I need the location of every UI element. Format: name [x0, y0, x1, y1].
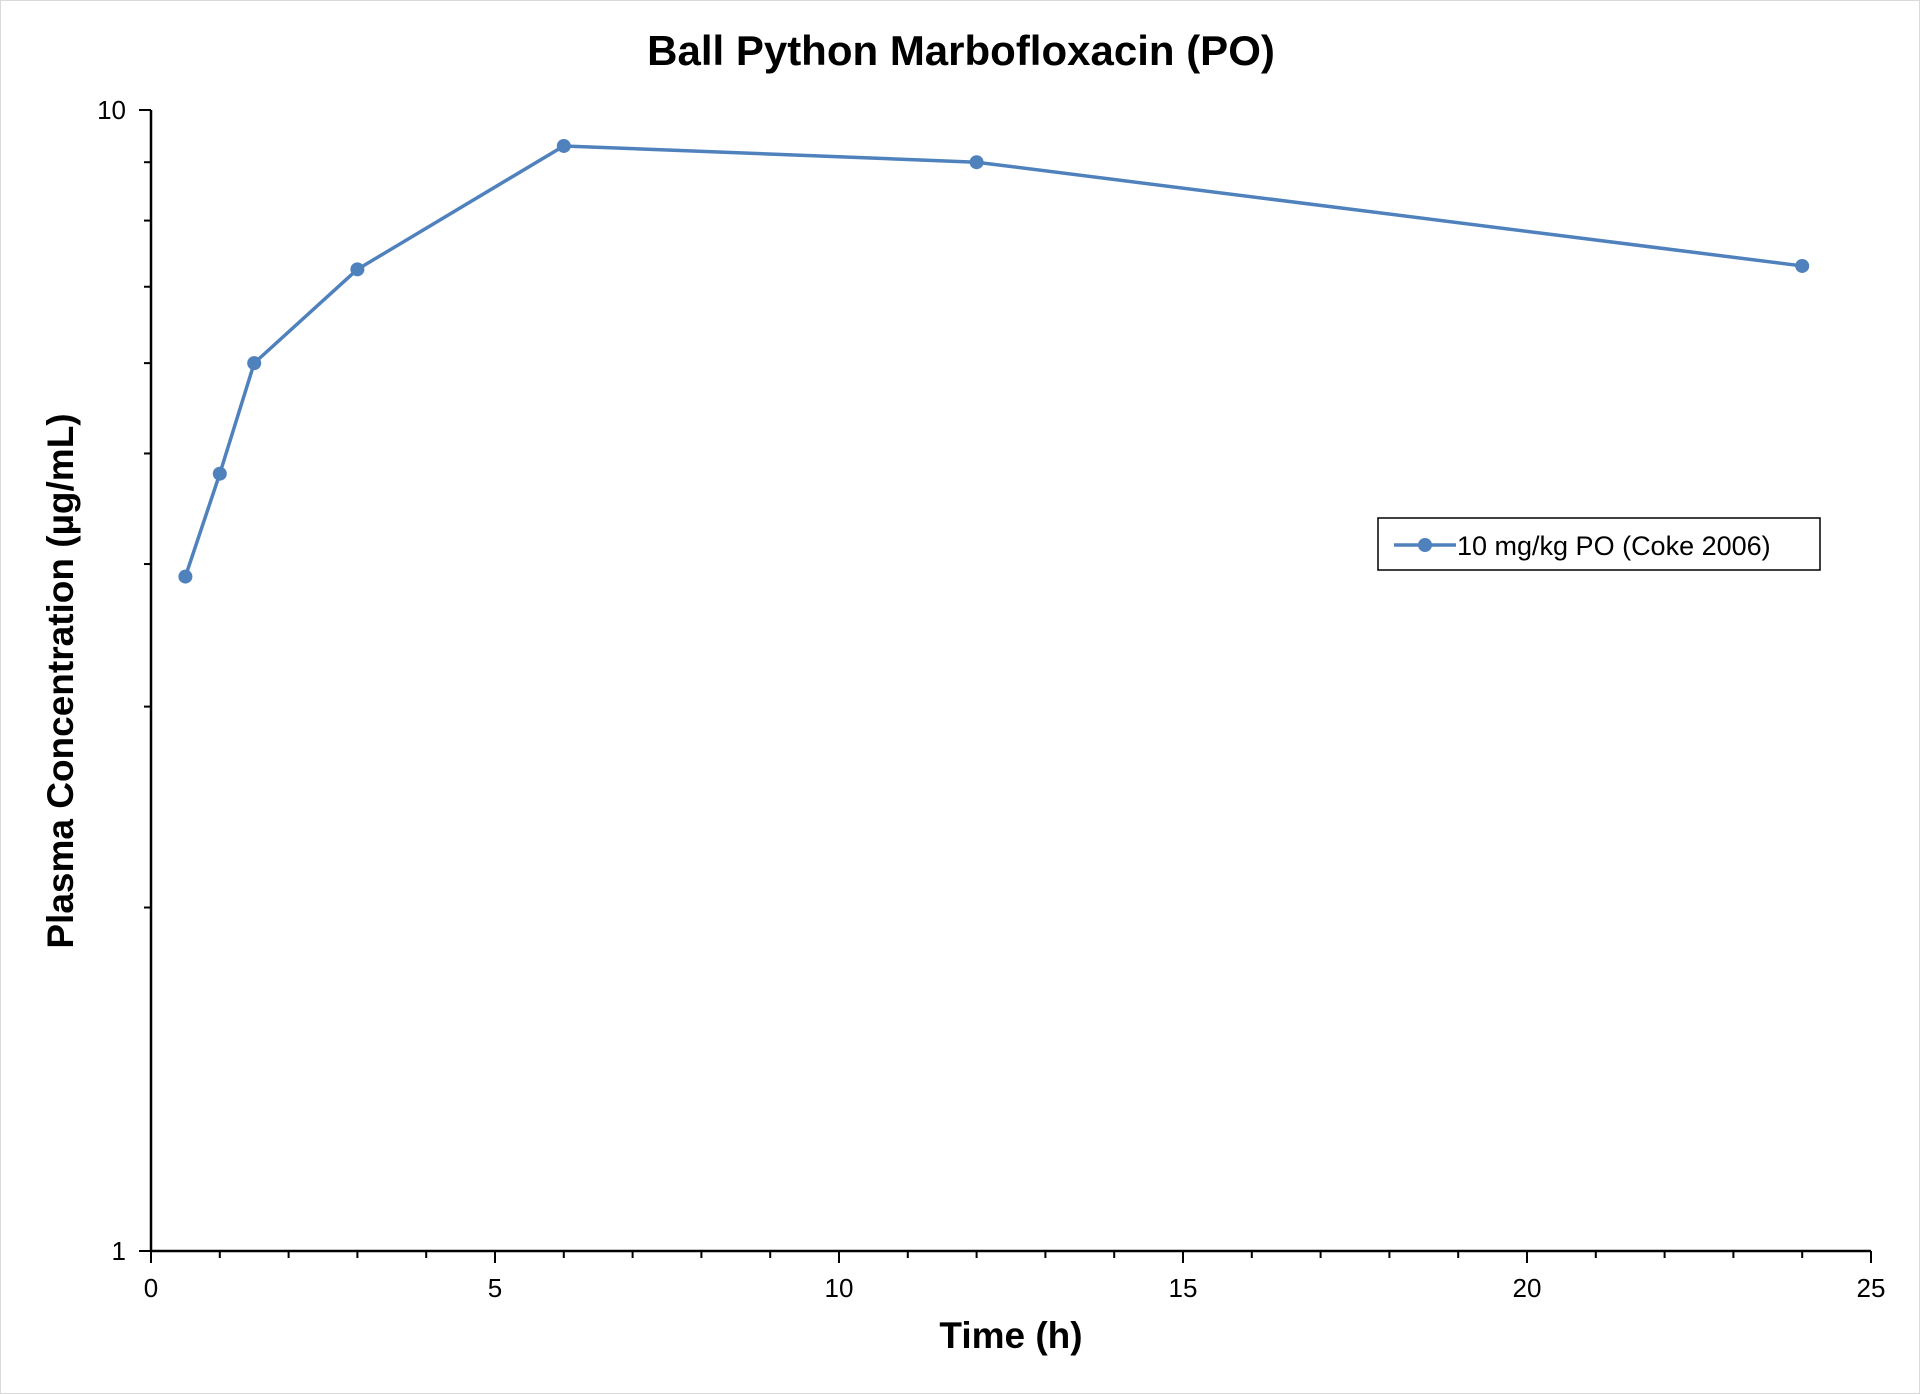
x-tick-label: 10: [825, 1273, 854, 1303]
data-point: [350, 262, 365, 277]
x-axis-ticks: 0 5 10 15 20 25: [144, 1251, 1886, 1303]
y-axis-ticks: 1 10: [97, 95, 151, 1266]
x-tick-label: 0: [144, 1273, 158, 1303]
series-layer: [178, 138, 1810, 584]
data-point: [212, 466, 227, 481]
x-tick-label: 20: [1513, 1273, 1542, 1303]
x-tick-label: 15: [1169, 1273, 1198, 1303]
series-line: [183, 144, 1803, 578]
legend-marker: [1418, 538, 1432, 552]
legend-label: 10 mg/kg PO (Coke 2006): [1457, 531, 1771, 561]
x-tick-label: 25: [1857, 1273, 1886, 1303]
data-point: [556, 138, 571, 153]
legend: 10 mg/kg PO (Coke 2006): [1377, 517, 1821, 571]
data-point: [969, 155, 984, 170]
y-tick-label: 1: [112, 1236, 126, 1266]
x-axis-label: Time (h): [939, 1315, 1082, 1356]
axes: [149, 110, 1871, 1253]
x-tick-label: 5: [488, 1273, 502, 1303]
data-point: [178, 569, 193, 584]
y-axis-label: Plasma Concentration (µg/mL): [40, 413, 81, 948]
data-point: [247, 356, 262, 371]
chart-title: Ball Python Marbofloxacin (PO): [647, 27, 1275, 74]
data-point: [1795, 258, 1810, 273]
y-tick-label: 10: [97, 95, 126, 125]
